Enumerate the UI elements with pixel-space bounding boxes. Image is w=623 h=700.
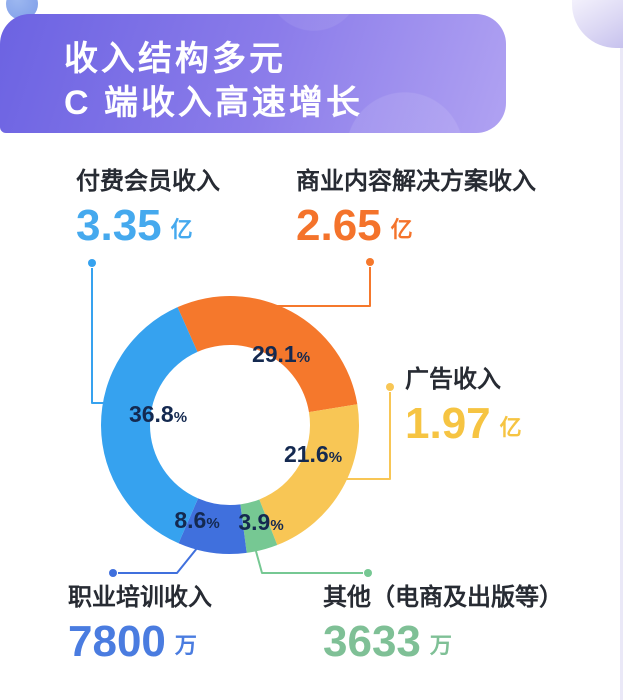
- stat-unit: 亿: [170, 217, 193, 242]
- donut-slice-2: [240, 499, 278, 553]
- stat-number: 3.35: [76, 201, 162, 250]
- stat-value: 2.65 亿: [296, 201, 536, 250]
- corner-decoration: [572, 0, 623, 48]
- percent-label-commercial: 29.1%: [251, 341, 311, 367]
- donut-slice-3: [178, 498, 247, 554]
- stat-advertising: 广告收入 1.97 亿: [405, 366, 522, 448]
- donut-chart-svg: [101, 296, 359, 554]
- stat-others: 其他（电商及出版等） 3633 万: [323, 584, 563, 666]
- stat-number: 1.97: [405, 399, 491, 448]
- stat-value: 7800 万: [68, 617, 212, 666]
- donut-chart: [95, 290, 367, 562]
- header-band: 收入结构多元 C 端收入高速增长: [0, 14, 506, 133]
- right-edge-background-strip: [620, 0, 623, 700]
- stat-unit: 亿: [390, 217, 413, 242]
- stat-paid-membership: 付费会员收入 3.35 亿: [76, 168, 220, 250]
- percent-label-advertising: 21.6%: [283, 441, 343, 467]
- percent-label-paid-membership: 36.8%: [128, 401, 188, 427]
- stat-unit: 万: [429, 633, 452, 658]
- page-title: 收入结构多元 C 端收入高速增长: [64, 37, 363, 125]
- page-title-line2: C 端收入高速增长: [64, 84, 363, 122]
- percent-label-vocational: 8.6%: [174, 507, 220, 533]
- donut-slice-1: [259, 404, 359, 546]
- stat-value: 3633 万: [323, 617, 563, 666]
- stat-value: 1.97 亿: [405, 399, 522, 448]
- stat-label: 其他（电商及出版等）: [323, 584, 563, 611]
- stat-commercial-content: 商业内容解决方案收入 2.65 亿: [296, 168, 536, 250]
- donut-slice-4: [101, 307, 199, 544]
- stat-number: 7800: [68, 617, 166, 666]
- page-title-line1: 收入结构多元: [64, 40, 286, 78]
- stat-value: 3.35 亿: [76, 201, 220, 250]
- stat-label: 付费会员收入: [76, 168, 220, 195]
- stat-label: 职业培训收入: [68, 584, 212, 611]
- stat-vocational-training: 职业培训收入 7800 万: [68, 584, 212, 666]
- stat-label: 广告收入: [405, 366, 501, 393]
- donut-slice-0: [177, 296, 358, 413]
- stat-unit: 亿: [499, 415, 522, 440]
- stat-number: 3633: [323, 617, 421, 666]
- percent-label-others: 3.9%: [238, 509, 284, 535]
- stat-number: 2.65: [296, 201, 382, 250]
- stat-unit: 万: [174, 633, 197, 658]
- stat-label: 商业内容解决方案收入: [296, 168, 536, 195]
